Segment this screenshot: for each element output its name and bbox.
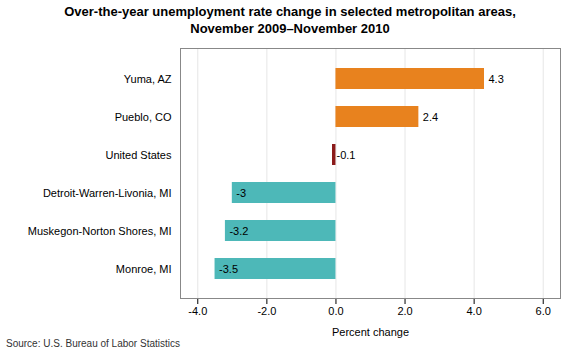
html-text:Over-the-year unemployment rat: Over-the-year unemployment rate change i… — [64, 4, 516, 36]
svg-text:-3.5: -3.5 — [219, 262, 238, 274]
svg-text:Percent change: Percent change — [332, 325, 409, 337]
svg-text:-3: -3 — [236, 186, 246, 198]
svg-text:2.0: 2.0 — [397, 305, 412, 317]
svg-text:-4.0: -4.0 — [188, 305, 207, 317]
svg-text:6.0: 6.0 — [536, 305, 551, 317]
svg-text:2.4: 2.4 — [423, 110, 438, 122]
html-text:Source: U.S. Bureau of Labor S: Source: U.S. Bureau of Labor Statistics — [6, 337, 180, 349]
svg-text:-0.1: -0.1 — [337, 148, 356, 160]
svg-text:-3.2: -3.2 — [229, 224, 248, 236]
svg-text:-2.0: -2.0 — [257, 305, 276, 317]
svg-text:Pueblo, CO: Pueblo, CO — [115, 110, 172, 122]
svg-text:Monroe, MI: Monroe, MI — [116, 262, 172, 274]
svg-text:Muskegon-Norton Shores, MI: Muskegon-Norton Shores, MI — [28, 224, 172, 236]
svg-text:Yuma, AZ: Yuma, AZ — [124, 72, 172, 84]
svg-text:United States: United States — [105, 148, 172, 160]
svg-text:4.0: 4.0 — [466, 305, 481, 317]
svg-text:Detroit-Warren-Livonia, MI: Detroit-Warren-Livonia, MI — [43, 186, 172, 198]
svg-text:4.3: 4.3 — [489, 72, 504, 84]
svg-text:0.0: 0.0 — [328, 305, 343, 317]
